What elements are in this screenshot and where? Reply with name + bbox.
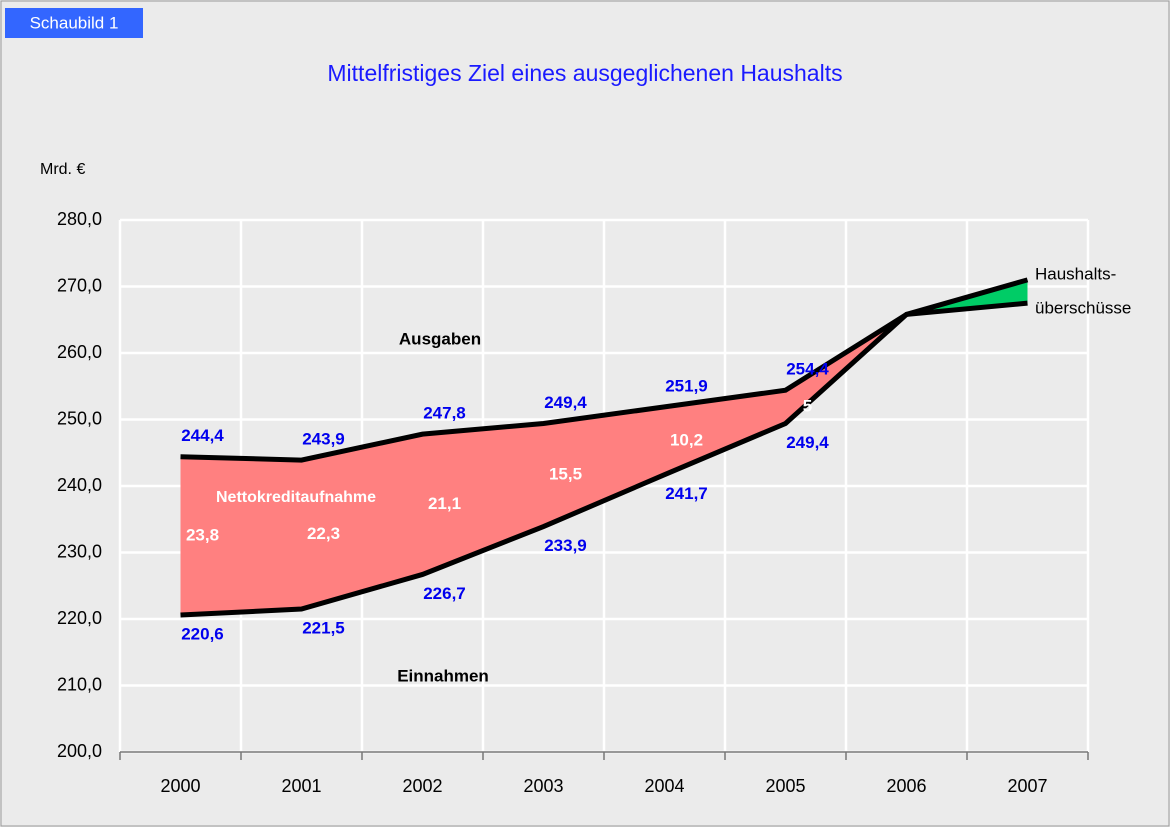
value-label: 243,9 (302, 430, 345, 449)
value-label: 249,4 (786, 433, 829, 452)
series-label: Nettokreditaufnahme (216, 489, 376, 506)
value-label: 249,4 (544, 393, 587, 412)
annotation: Haushalts- (1035, 264, 1116, 283)
y-axis-label: Mrd. € (40, 161, 85, 178)
x-tick-label: 2007 (1007, 776, 1047, 796)
deficit-label: 5 (803, 396, 812, 415)
x-tick-label: 2005 (765, 776, 805, 796)
value-label: 233,9 (544, 536, 587, 555)
series-label: Einnahmen (397, 666, 489, 685)
y-tick-label: 230,0 (57, 541, 102, 561)
value-label: 247,8 (423, 404, 466, 423)
plot: 200,0 210,0 220,0 230,0 240,0 250,0 260,0 270,0… (57, 209, 1090, 796)
value-label: 226,7 (423, 584, 466, 603)
y-tick-label: 240,0 (57, 475, 102, 495)
value-label: 220,6 (181, 624, 224, 643)
line (180, 277, 1029, 618)
y-tick-label: 270,0 (57, 275, 102, 295)
deficit-label: 15,5 (549, 465, 582, 484)
deficit-label: 22,3 (307, 524, 340, 543)
value-label: 244,4 (181, 426, 224, 445)
badge-box (5, 8, 143, 38)
chart-title: Mittelfristiges Ziel eines ausgeglichene… (327, 60, 842, 86)
deficit-label: 23,8 (186, 525, 219, 544)
y-tick-label: 280,0 (57, 209, 102, 229)
deficit-label: 10,2 (670, 430, 703, 449)
x-tick-label: 2001 (281, 776, 321, 796)
value-label: 251,9 (665, 376, 708, 395)
y-tick-label: 210,0 (57, 674, 102, 694)
y-tick-label: 260,0 (57, 342, 102, 362)
line (180, 300, 1028, 463)
x-tick-label: 2002 (402, 776, 442, 796)
deficit-area (180, 314, 907, 616)
y-tick-label: 250,0 (57, 408, 102, 428)
x-tick-label: 2000 (160, 776, 200, 796)
value-label: 241,7 (665, 484, 708, 503)
annotation: überschüsse (1035, 298, 1131, 317)
series-label: Ausgaben (399, 329, 481, 348)
value-label: 221,5 (302, 619, 345, 638)
badge: Schaubild 1 (30, 13, 119, 32)
x-tick-label: 2003 (523, 776, 563, 796)
value-label: 254,4 (786, 360, 829, 379)
deficit-label: 21,1 (428, 494, 461, 513)
y-tick-label: 200,0 (57, 741, 102, 761)
x-tick-label: 2006 (886, 776, 926, 796)
y-tick-label: 220,0 (57, 608, 102, 628)
x-tick-label: 2004 (644, 776, 684, 796)
